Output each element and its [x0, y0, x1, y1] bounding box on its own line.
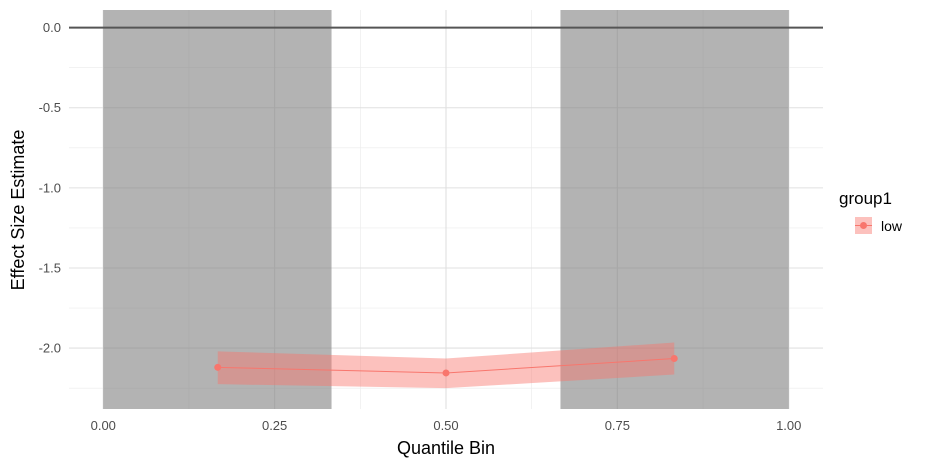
data-point-low: [214, 363, 222, 371]
legend-label-low: low: [881, 218, 903, 234]
x-axis-title: Quantile Bin: [397, 438, 495, 458]
x-axis-ticks: 0.00 0.25 0.50 0.75 1.00: [91, 418, 802, 433]
y-tick-label: -2.0: [39, 341, 61, 356]
y-tick-label: -0.5: [39, 100, 61, 115]
shaded-region: [103, 10, 332, 409]
data-point-low: [442, 369, 450, 377]
x-tick-label: 0.00: [91, 418, 116, 433]
legend-title: group1: [839, 189, 892, 208]
x-tick-label: 0.50: [433, 418, 458, 433]
confidence-band-low: [217, 342, 675, 389]
y-tick-label: 0.0: [43, 20, 61, 35]
legend-key-point: [860, 222, 867, 229]
legend: group1 low: [839, 189, 903, 234]
x-tick-label: 0.25: [262, 418, 287, 433]
x-tick-label: 0.75: [605, 418, 630, 433]
y-axis-title: Effect Size Estimate: [8, 130, 28, 291]
shaded-region: [560, 10, 789, 409]
plot-panel: [69, 10, 823, 409]
y-axis-ticks: 0.0 -0.5 -1.0 -1.5 -2.0: [39, 20, 61, 355]
data-point-low: [670, 355, 678, 363]
x-tick-label: 1.00: [776, 418, 801, 433]
y-tick-label: -1.0: [39, 180, 61, 195]
y-tick-label: -1.5: [39, 260, 61, 275]
